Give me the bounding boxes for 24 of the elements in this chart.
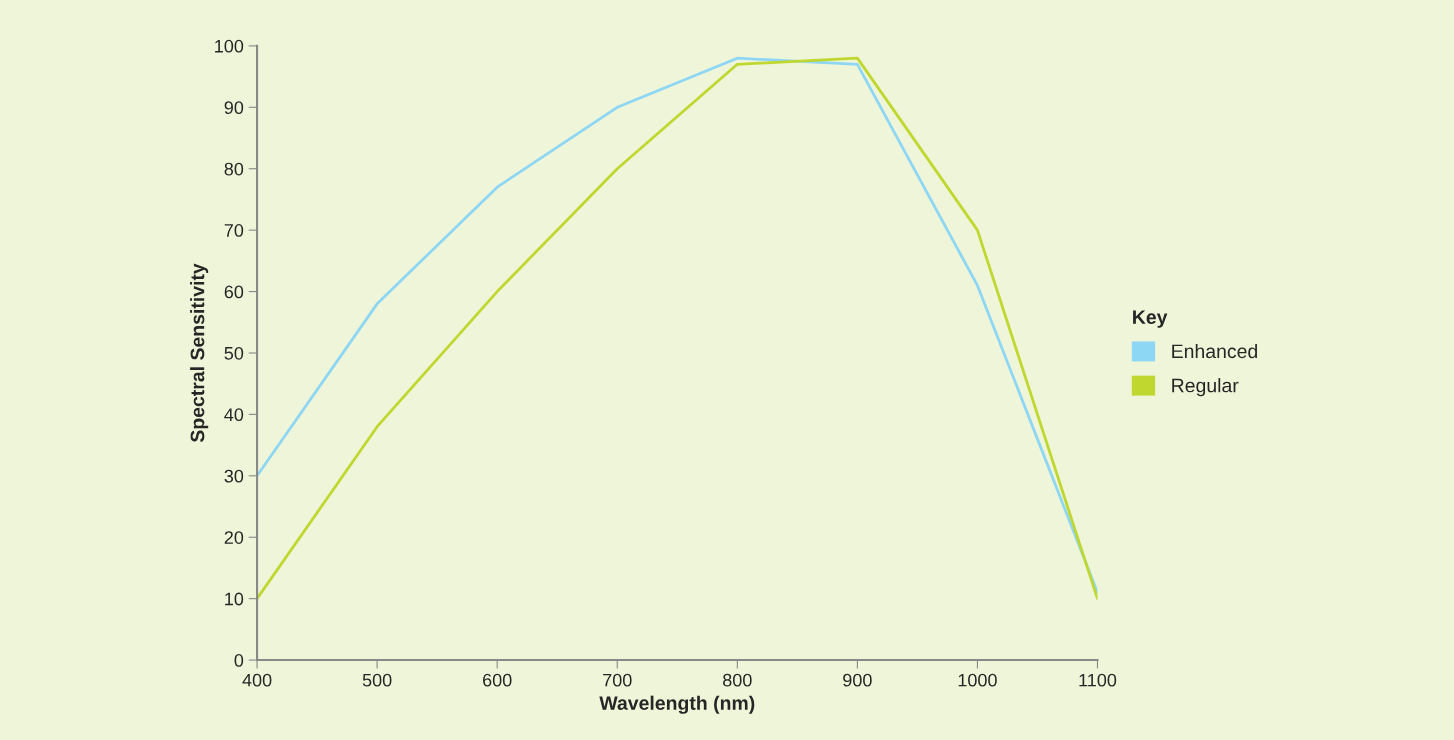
y-tick-label: 0 (234, 654, 244, 667)
x-axis-title: Wavelength (nm) (599, 695, 755, 714)
y-tick-label: 10 (225, 592, 244, 606)
y-axis-title: Spectral Sensitivity (190, 263, 209, 443)
x-tick-label: 900 (843, 673, 872, 687)
x-tick-label: 400 (242, 673, 272, 687)
x-tick-label: 700 (603, 673, 632, 687)
y-tick-label: 20 (224, 531, 244, 544)
legend-title: Key (1133, 310, 1168, 328)
x-tick-label: 600 (483, 673, 512, 687)
legend-label: Enhanced (1172, 343, 1257, 359)
y-tick-label: 30 (224, 469, 244, 483)
y-tick-label: 80 (224, 162, 244, 176)
x-tick-label: 1100 (1079, 673, 1117, 687)
x-tick-label: 800 (723, 673, 752, 687)
y-tick-label: 90 (224, 101, 244, 115)
y-tick-label: 50 (224, 346, 244, 360)
y-tick-label: 40 (224, 408, 244, 422)
y-tick-label: 70 (224, 224, 244, 237)
x-tick-label: 500 (362, 673, 392, 687)
legend-label: Regular (1172, 378, 1239, 397)
x-tick-label: 1000 (958, 673, 997, 687)
y-tick-label: 60 (224, 285, 244, 299)
y-tick-label: 100 (215, 39, 244, 53)
